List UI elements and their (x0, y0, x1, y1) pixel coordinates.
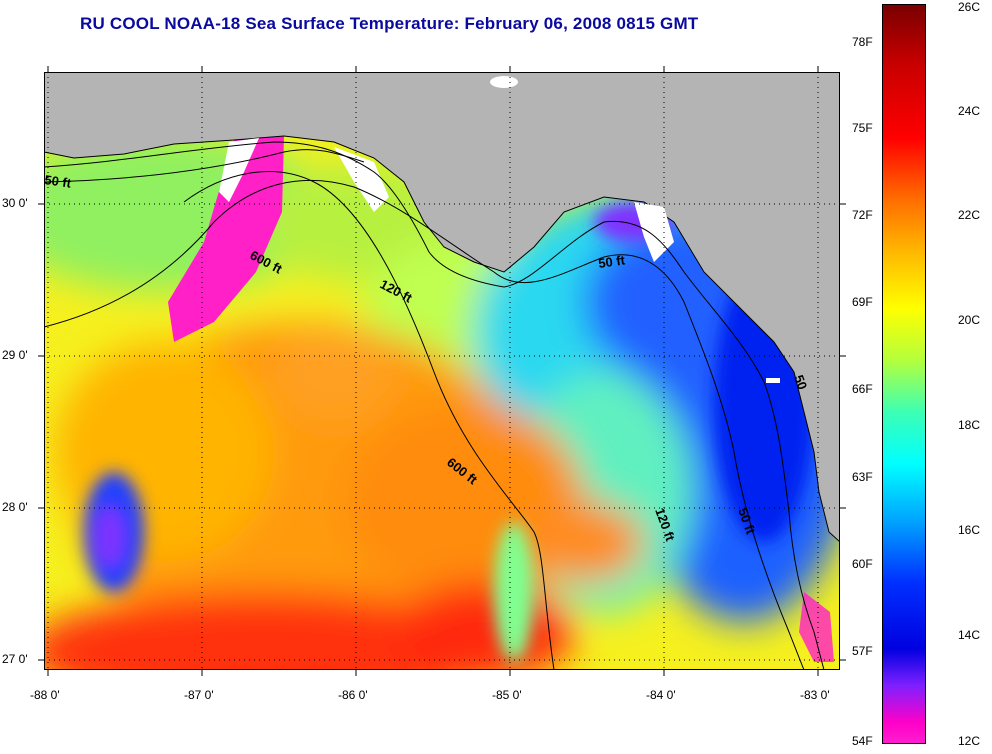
sst-map: 50 ft 600 ft 120 ft 50 ft 600 ft 120 ft … (44, 72, 840, 670)
contour-shore (44, 149, 365, 183)
cb-f-63: 63F (852, 470, 873, 484)
map-frame (44, 72, 840, 670)
land (44, 72, 840, 542)
cb-c-20: 20C (958, 313, 981, 327)
cb-c-24: 24C (958, 104, 981, 118)
lon-label-84: -84 0' (646, 688, 676, 702)
cb-c-18: 18C (958, 418, 981, 432)
cb-f-78: 78F (852, 35, 873, 49)
contour-label-1: 50 ft (44, 172, 73, 191)
contour-120ft (44, 179, 805, 670)
lat-label-28: 28 0' (2, 500, 28, 514)
lon-label-85: -85 0' (492, 688, 522, 702)
sst-map-svg: 50 ft 600 ft 120 ft 50 ft 600 ft 120 ft … (44, 72, 840, 670)
cb-f-66: 66F (852, 382, 873, 396)
cb-f-69: 69F (852, 295, 873, 309)
lon-label-86: -86 0' (338, 688, 368, 702)
lat-label-27: 27 0' (2, 652, 28, 666)
page-title: RU COOL NOAA-18 Sea Surface Temperature:… (80, 14, 699, 33)
contour-label-8: 50 (791, 373, 810, 392)
lon-label-88: -88 0' (30, 688, 60, 702)
bathymetry-contours (44, 141, 825, 670)
lon-label-83: -83 0' (800, 688, 830, 702)
colorbar (882, 4, 926, 744)
cb-c-12: 12C (958, 734, 981, 748)
cb-c-16: 16C (958, 523, 981, 537)
lon-label-87: -87 0' (184, 688, 214, 702)
cold-plume (168, 136, 284, 342)
cb-c-22: 22C (958, 208, 981, 222)
cb-c-14: 14C (958, 628, 981, 642)
lat-label-30: 30 0' (2, 196, 28, 210)
cb-f-54: 54F (852, 734, 873, 748)
cb-f-57: 57F (852, 644, 873, 658)
contour-50ft (44, 141, 825, 670)
cb-f-75: 75F (852, 121, 873, 135)
coastline (44, 135, 840, 543)
lat-label-29: 29 0' (2, 348, 28, 362)
cb-f-60: 60F (852, 557, 873, 571)
contour-600ft (183, 171, 555, 670)
cb-f-72: 72F (852, 208, 873, 222)
cb-c-26: 26C (958, 0, 981, 14)
contour-label-4: 50 ft (597, 252, 626, 271)
colorbar-svg (883, 5, 925, 743)
